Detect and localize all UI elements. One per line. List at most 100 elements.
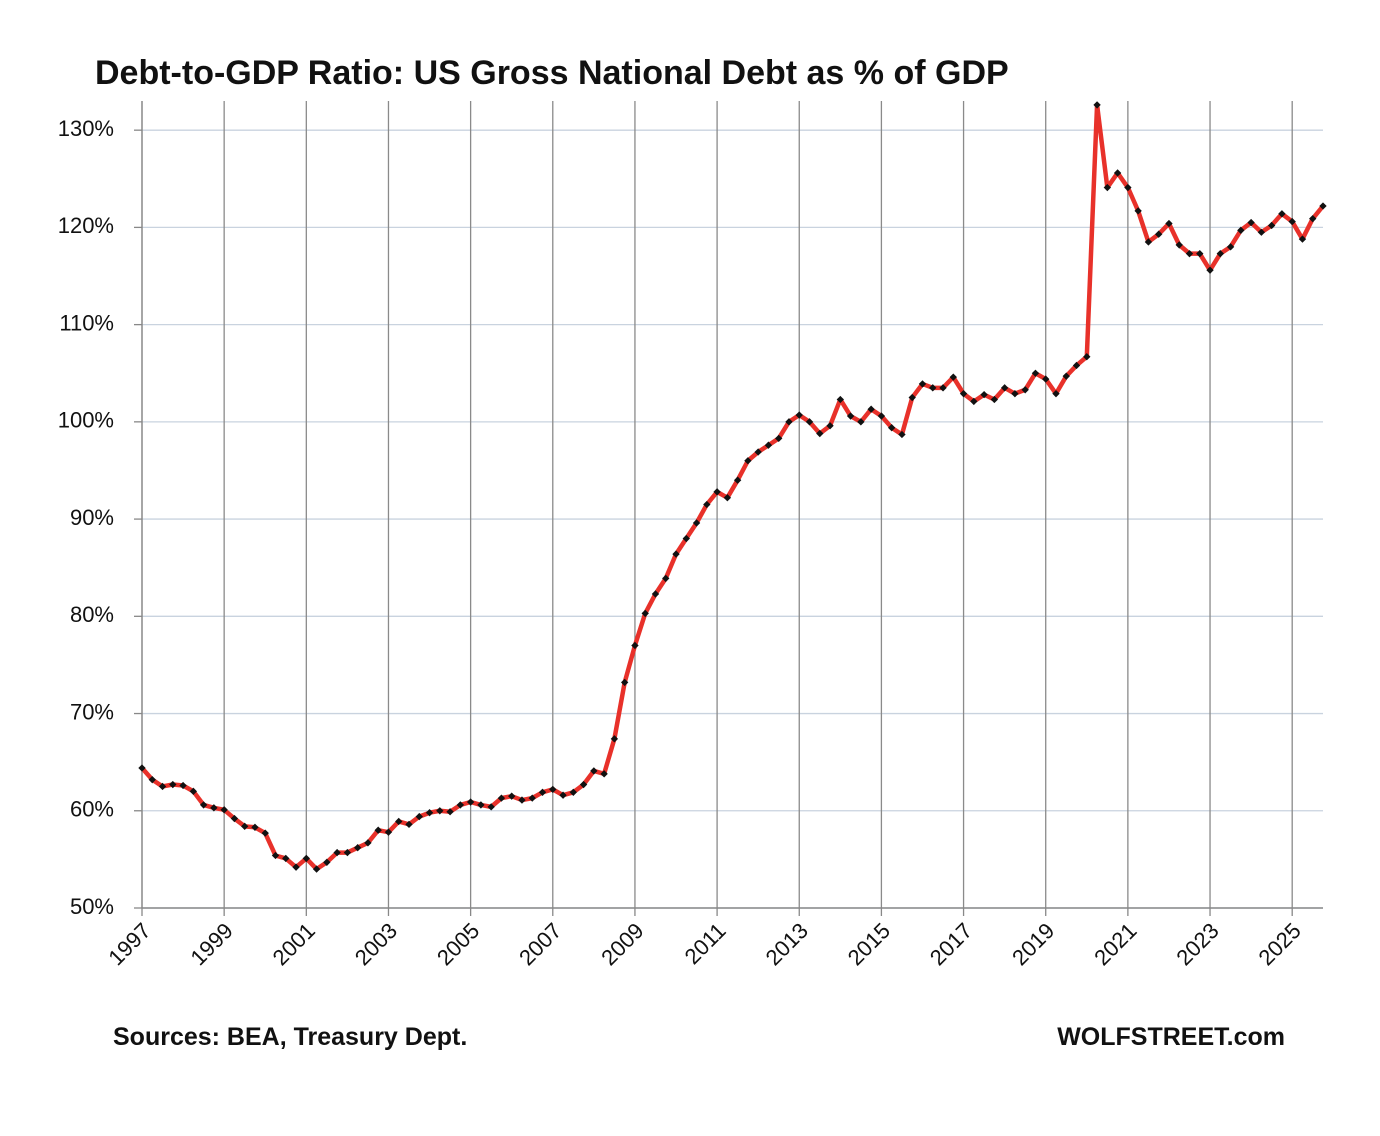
data-point (918, 380, 927, 388)
data-point (836, 395, 845, 404)
data-point (939, 384, 947, 392)
data-point (405, 820, 413, 829)
data-point (1021, 386, 1029, 394)
data-point (169, 780, 177, 789)
data-point (929, 384, 937, 392)
y-tick-label: 110% (59, 310, 114, 335)
data-point (1000, 384, 1009, 392)
x-tick-label: 2025 (1254, 918, 1306, 970)
y-tick-label: 90% (70, 505, 114, 530)
data-point (549, 785, 557, 794)
data-point (590, 767, 598, 775)
data-point (158, 782, 167, 791)
x-tick-label: 1997 (103, 918, 155, 970)
x-tick-label: 2021 (1089, 918, 1141, 970)
data-point (641, 609, 649, 618)
data-point (1196, 249, 1204, 258)
data-point (908, 393, 916, 402)
data-point (795, 411, 803, 419)
data-line (140, 102, 1325, 872)
data-point (764, 441, 773, 449)
y-tick-label: 50% (70, 894, 114, 919)
chart-title: Debt-to-GDP Ratio: US Gross National Deb… (95, 54, 1009, 92)
data-point (816, 429, 824, 438)
data-point (631, 641, 639, 650)
data-point (888, 424, 896, 432)
data-point (241, 822, 249, 831)
data-point (867, 405, 875, 413)
data-point (877, 412, 886, 420)
x-tick-label: 2005 (432, 918, 484, 970)
data-point (600, 770, 608, 778)
data-point (898, 430, 906, 439)
data-point (271, 851, 280, 860)
data-point (477, 801, 485, 809)
x-tick-label: 2001 (268, 918, 320, 970)
data-point (364, 839, 372, 847)
data-point (651, 590, 660, 598)
data-point (189, 787, 198, 796)
data-point (518, 796, 526, 804)
data-point (395, 817, 403, 826)
data-point (805, 418, 814, 426)
data-point (1011, 389, 1019, 398)
x-tick-label: 2023 (1171, 918, 1223, 970)
x-tick-label: 2019 (1007, 918, 1059, 970)
data-point (949, 373, 957, 381)
x-tick-label: 2017 (925, 918, 977, 970)
data-point (282, 854, 290, 863)
y-tick-label: 70% (70, 699, 114, 724)
data-point (610, 735, 619, 743)
data-point (446, 808, 454, 816)
data-point (620, 678, 629, 687)
data-point (959, 389, 968, 398)
data-point (466, 798, 475, 806)
x-tick-label: 2015 (843, 918, 895, 970)
data-point (826, 422, 834, 430)
y-tick-label: 100% (58, 408, 114, 433)
data-point (312, 865, 321, 873)
data-point (384, 828, 393, 836)
data-point (692, 519, 701, 527)
data-point (857, 418, 865, 426)
y-tick-label: 130% (58, 116, 114, 141)
x-tick-label: 1999 (186, 918, 238, 970)
data-point (723, 494, 732, 502)
x-tick-label: 2013 (761, 918, 813, 970)
x-tick-label: 2011 (680, 918, 731, 969)
data-point (302, 854, 310, 863)
data-point (744, 457, 752, 465)
data-point (179, 781, 187, 790)
source: Sources: BEA, Treasury Dept. (113, 1023, 467, 1051)
data-point (353, 844, 362, 852)
data-point (261, 829, 269, 837)
data-point (538, 788, 547, 796)
x-tick-label: 2009 (596, 918, 648, 970)
data-point (569, 788, 577, 796)
data-point (343, 848, 352, 857)
data-point (579, 780, 588, 789)
data-point (251, 823, 259, 831)
data-point (148, 775, 156, 784)
data-point (292, 863, 300, 871)
data-point (672, 550, 680, 558)
data-point (662, 574, 670, 583)
data-point (1155, 230, 1163, 238)
data-point (846, 412, 855, 420)
data-point (323, 858, 331, 866)
data-point (990, 395, 999, 404)
data-point (559, 791, 567, 799)
data-point (436, 807, 444, 815)
data-point (333, 848, 341, 857)
data-point (970, 397, 978, 406)
data-point (487, 803, 495, 811)
credit: WOLFSTREET.com (1057, 1023, 1285, 1051)
y-tick-label: 80% (70, 602, 114, 627)
data-point (703, 500, 711, 509)
data-point (713, 488, 721, 496)
data-point (415, 812, 423, 821)
data-point (1267, 221, 1276, 230)
data-point (374, 826, 382, 834)
data-point (754, 448, 762, 456)
